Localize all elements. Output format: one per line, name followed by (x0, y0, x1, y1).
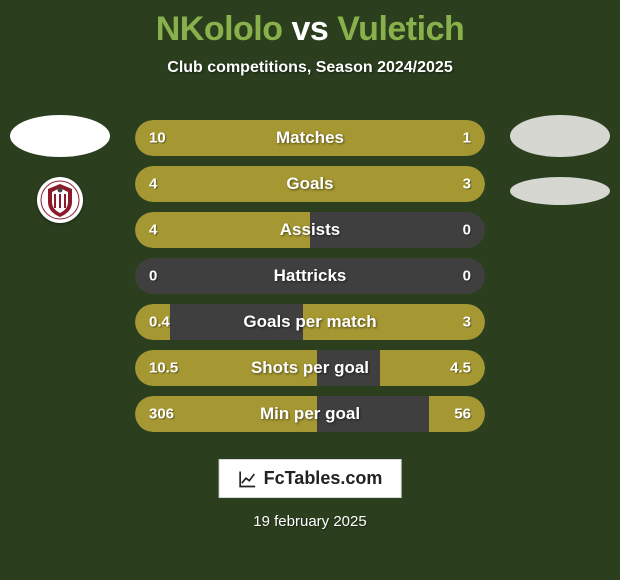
player1-photo-placeholder (10, 115, 110, 157)
stat-bar: 10.5 4.5 Shots per goal (135, 350, 485, 386)
stat-bar: 10 1 Matches (135, 120, 485, 156)
stat-value-right: 1 (463, 130, 471, 147)
date-text: 19 february 2025 (253, 513, 366, 530)
stat-bars: 10 1 Matches 4 3 Goals 4 0 Assists 0 0 Hattricks 0.4… (135, 120, 485, 432)
stat-bar: 0 0 Hattricks (135, 258, 485, 294)
stat-bar: 0.4 3 Goals per match (135, 304, 485, 340)
bar-fill-right (310, 166, 485, 202)
player1-club-logo (37, 177, 83, 223)
stat-label: Hattricks (274, 266, 347, 286)
vs-text: vs (291, 10, 328, 48)
stat-value-left: 10.5 (149, 360, 178, 377)
stat-label: Assists (280, 220, 340, 240)
stat-label: Min per goal (260, 404, 360, 424)
stat-label: Goals (286, 174, 333, 194)
stat-bar: 4 3 Goals (135, 166, 485, 202)
stat-value-left: 4 (149, 222, 157, 239)
left-column (10, 115, 110, 223)
player2-name: Vuletich (337, 10, 464, 48)
chart-icon (238, 469, 258, 489)
brand-text: FcTables.com (264, 468, 383, 489)
subtitle: Club competitions, Season 2024/2025 (0, 59, 620, 77)
stat-value-left: 4 (149, 176, 157, 193)
stat-value-left: 306 (149, 406, 174, 423)
stat-value-left: 0 (149, 268, 157, 285)
stat-bar: 306 56 Min per goal (135, 396, 485, 432)
stat-value-right: 3 (463, 176, 471, 193)
infographic-container: NKololo vs Vuletich Club competitions, S… (0, 0, 620, 580)
right-column (510, 115, 610, 205)
player2-photo-placeholder (510, 115, 610, 157)
stat-value-left: 0.4 (149, 314, 170, 331)
stat-value-left: 10 (149, 130, 166, 147)
stat-bar: 4 0 Assists (135, 212, 485, 248)
stat-value-right: 3 (463, 314, 471, 331)
stat-value-right: 56 (454, 406, 471, 423)
brand-box: FcTables.com (219, 459, 402, 498)
player2-club-placeholder (510, 177, 610, 205)
stat-label: Matches (276, 128, 344, 148)
player1-name: NKololo (156, 10, 283, 48)
stat-label: Goals per match (243, 312, 376, 332)
stat-value-right: 4.5 (450, 360, 471, 377)
bar-fill-left (135, 166, 310, 202)
stat-value-right: 0 (463, 268, 471, 285)
stat-label: Shots per goal (251, 358, 369, 378)
bar-fill-right (422, 120, 485, 156)
headline: NKololo vs Vuletich (0, 0, 620, 49)
club-crest-icon (40, 180, 80, 220)
stat-value-right: 0 (463, 222, 471, 239)
